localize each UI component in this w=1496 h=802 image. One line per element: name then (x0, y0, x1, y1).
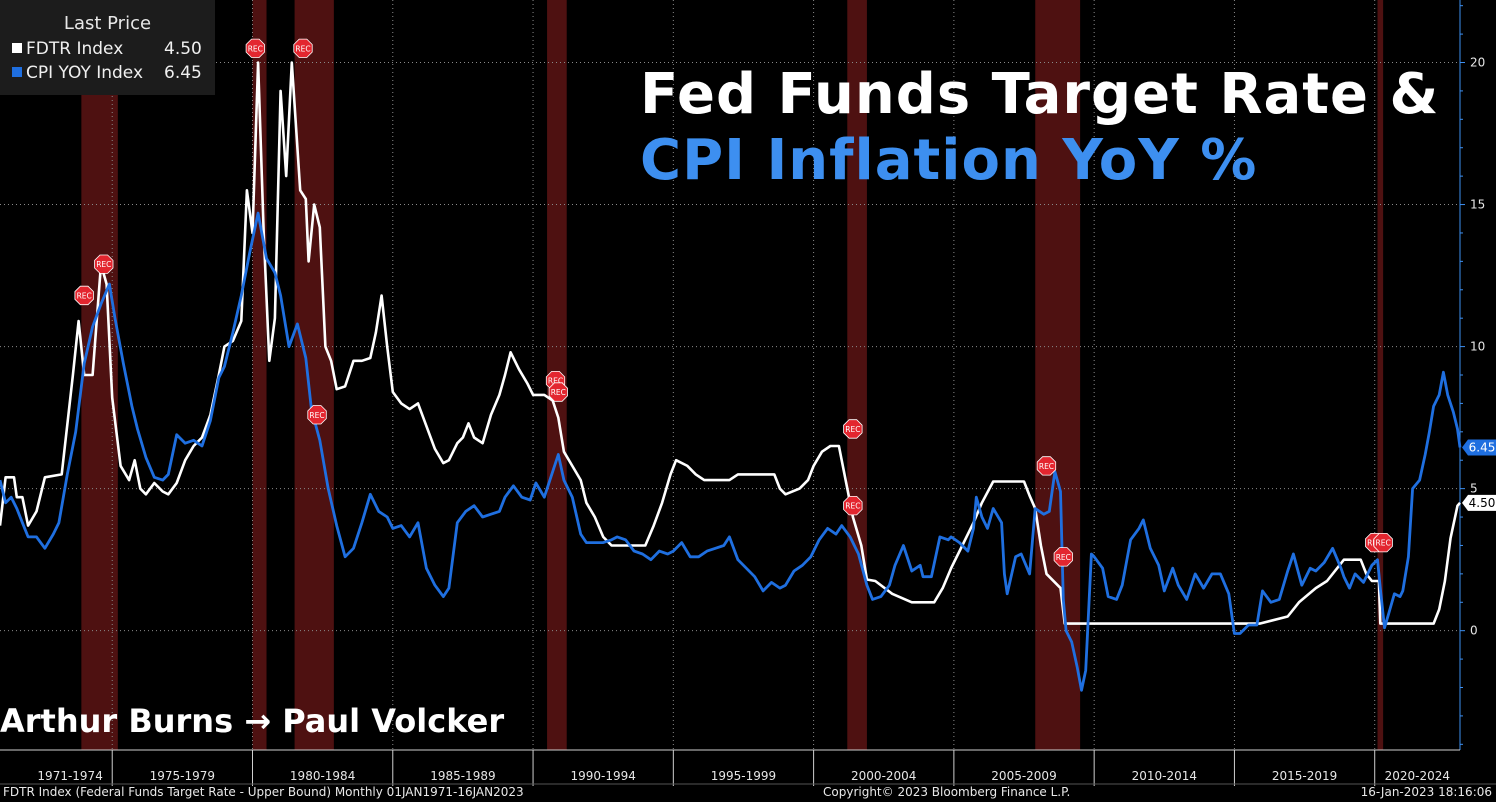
recession-marker (307, 405, 327, 425)
recession-marker-label: REC (551, 388, 566, 397)
recession-marker (843, 419, 863, 439)
y-tick-label: 20 (1470, 56, 1485, 70)
recession-marker (293, 38, 313, 58)
recession-marker (94, 254, 114, 274)
recession-marker-label: REC (248, 44, 263, 53)
x-tick-label: 2020-2024 (1385, 769, 1450, 783)
recession-marker-label: REC (845, 502, 860, 511)
x-tick-label: 1980-1984 (290, 769, 355, 783)
footer-timestamp: 16-Jan-2023 18:16:06 (1360, 785, 1492, 799)
x-tick-label: 1971-1974 (37, 769, 102, 783)
y-tick-label: 5 (1470, 482, 1478, 496)
legend-label-cpi: CPI YOY Index (26, 63, 144, 83)
recession-band (1377, 0, 1384, 750)
footer-copyright: Copyright© 2023 Bloomberg Finance L.P. (823, 785, 1071, 799)
recession-marker (1053, 547, 1073, 567)
recession-markers: RECRECRECRECRECRECRECRECRECRECRECRECREC (74, 38, 1393, 567)
legend-item-fdtr: FDTR Index 4.50 (12, 39, 202, 59)
recession-marker-label: REC (845, 425, 860, 434)
last-value-label-fdtr: 4.50 (1469, 496, 1496, 510)
legend: Last Price FDTR Index 4.50 CPI YOY Index… (0, 0, 215, 95)
x-tick-label: 1985-1989 (430, 769, 495, 783)
legend-swatch-fdtr (12, 43, 22, 53)
last-value-label-cpi: 6.45 (1469, 440, 1496, 454)
chart-subtitle: CPI Inflation YoY % (640, 128, 1258, 193)
recession-marker-label: REC (96, 260, 111, 269)
annotation-text: Arthur Burns → Paul Volcker (0, 702, 505, 740)
y-tick-label: 10 (1470, 340, 1485, 354)
recession-marker-label: REC (77, 291, 92, 300)
series-line-fdtr (0, 61, 1461, 625)
recession-marker-label: REC (548, 377, 563, 386)
y-tick-label: 0 (1470, 624, 1478, 638)
recession-band (294, 0, 334, 750)
legend-value-cpi: 6.45 (164, 63, 202, 83)
recession-marker-label: REC (1039, 462, 1054, 471)
recession-marker-label: REC (1056, 553, 1071, 562)
recession-marker-label: REC (1376, 539, 1391, 548)
recession-marker (548, 382, 568, 402)
recession-marker (245, 38, 265, 58)
legend-swatch-cpi (12, 67, 22, 77)
x-tick-label: 2005-2009 (991, 769, 1056, 783)
footer-source: FDTR Index (Federal Funds Target Rate - … (3, 785, 524, 799)
last-value-tag-fdtr (1462, 494, 1496, 511)
x-tick-label: 1990-1994 (570, 769, 635, 783)
series-lines (0, 61, 1462, 692)
legend-label-fdtr: FDTR Index (26, 39, 124, 59)
x-tick-label: 1995-1999 (711, 769, 776, 783)
series-line-cpi (0, 211, 1462, 692)
legend-item-cpi: CPI YOY Index 6.45 (12, 63, 202, 83)
last-value-tag-cpi (1462, 439, 1496, 456)
legend-value-fdtr: 4.50 (164, 39, 202, 59)
y-tick-label: 15 (1470, 198, 1485, 212)
recession-marker-label: REC (309, 411, 324, 420)
recession-marker-label: REC (295, 44, 310, 53)
recession-marker (74, 285, 94, 306)
x-tick-label: 1975-1979 (150, 769, 215, 783)
recession-marker (1036, 456, 1057, 476)
recession-band (1035, 0, 1081, 750)
x-tick-label: 2010-2014 (1132, 769, 1197, 783)
x-tick-label: 2015-2019 (1272, 769, 1337, 783)
chart-title: Fed Funds Target Rate & (640, 62, 1440, 127)
legend-header: Last Price (63, 13, 152, 34)
x-tick-label: 2000-2004 (851, 769, 916, 783)
recession-marker (843, 495, 863, 516)
recession-marker (1373, 533, 1393, 553)
